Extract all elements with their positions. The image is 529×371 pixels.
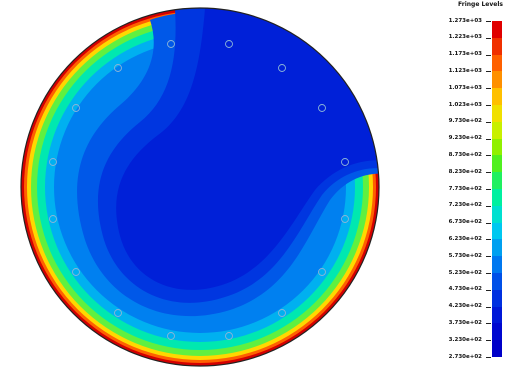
legend-color-segment [492, 289, 502, 308]
legend-color-segment [492, 21, 502, 39]
legend-tick [486, 88, 491, 90]
legend-tick [486, 155, 491, 157]
disc-outline [20, 7, 380, 367]
legend-color-segment [492, 121, 502, 140]
bolt-hole [278, 309, 286, 317]
legend-tick [486, 189, 491, 190]
legend-color-segment [492, 189, 502, 207]
legend-color-segment [492, 222, 502, 240]
legend-color-segment [492, 71, 502, 89]
legend-tick [486, 222, 491, 224]
legend-level-label: 1.223e+03 [448, 34, 482, 41]
bolt-hole [318, 268, 326, 276]
legend-level-label: 1.173e+03 [448, 51, 482, 58]
bolt-hole [341, 158, 349, 166]
bolt-hole [72, 268, 80, 276]
bolt-hole [49, 158, 57, 166]
bolt-hole [114, 309, 122, 317]
legend-level-label: 1.023e+03 [448, 101, 482, 108]
legend-color-segment [492, 88, 502, 106]
legend-color-segment [492, 273, 502, 291]
legend-tick [486, 71, 491, 73]
legend-level-label: 1.273e+03 [448, 17, 482, 24]
legend-color-segment [492, 155, 502, 173]
bolt-hole [167, 332, 175, 340]
legend-color-segment [492, 323, 502, 341]
legend-level-label: 4.730e+02 [448, 286, 482, 293]
bolt-hole [318, 104, 326, 112]
contour-plot [20, 7, 380, 367]
legend-level-label: 8.230e+02 [448, 168, 482, 175]
legend-level-label: 1.073e+03 [448, 84, 482, 91]
legend-level-label: 4.230e+02 [448, 303, 482, 310]
legend-tick [486, 239, 491, 241]
bolt-hole [49, 215, 57, 223]
legend-tick [486, 273, 491, 274]
bolt-hole [278, 64, 286, 72]
legend-tick [486, 306, 491, 308]
legend-tick [486, 357, 491, 358]
legend-level-label: 1.123e+03 [448, 67, 482, 74]
legend-color-segment [492, 256, 502, 274]
fringe-legend: Fringe Levels 1.273e+03 1.223e+03 1.173e+0… [432, 0, 529, 371]
legend-tick [486, 138, 491, 140]
bolt-hole [225, 40, 233, 48]
legend-tick [486, 256, 491, 258]
legend-color-segment [492, 239, 502, 257]
contour-bands [21, 8, 379, 366]
legend-tick [486, 105, 491, 106]
legend-tick [486, 37, 491, 39]
legend-level-label: 2.730e+02 [448, 353, 482, 360]
legend-tick [486, 323, 491, 325]
legend-level-label: 3.730e+02 [448, 319, 482, 326]
legend-level-label: 7.730e+02 [448, 185, 482, 192]
bolt-holes [49, 40, 349, 340]
legend-title: Fringe Levels [458, 1, 503, 8]
legend-color-segment [492, 138, 502, 156]
legend-tick [486, 54, 491, 56]
bolt-hole [225, 332, 233, 340]
legend-level-label: 5.230e+02 [448, 269, 482, 276]
legend-level-label: 8.730e+02 [448, 151, 482, 158]
legend-level-label: 6.230e+02 [448, 235, 482, 242]
legend-tick [486, 21, 491, 22]
legend-level-label: 6.730e+02 [448, 219, 482, 226]
legend-color-segment [492, 340, 502, 358]
legend-tick [486, 289, 491, 291]
legend-color-segment [492, 37, 502, 56]
legend-tick [486, 121, 491, 123]
legend-color-segment [492, 306, 502, 324]
legend-level-label: 5.730e+02 [448, 252, 482, 259]
bolt-hole [72, 104, 80, 112]
legend-color-segment [492, 54, 502, 72]
legend-color-segment [492, 172, 502, 190]
legend-tick [486, 205, 491, 207]
legend-level-label: 7.230e+02 [448, 202, 482, 209]
bolt-hole [167, 40, 175, 48]
legend-color-segment [492, 205, 502, 224]
legend-level-label: 9.230e+02 [448, 135, 482, 142]
legend-color-segment [492, 105, 502, 123]
bolt-hole [341, 215, 349, 223]
bolt-hole [114, 64, 122, 72]
legend-tick [486, 172, 491, 174]
legend-level-label: 3.230e+02 [448, 336, 482, 343]
legend-tick [486, 340, 491, 342]
legend-level-label: 9.730e+02 [448, 118, 482, 125]
